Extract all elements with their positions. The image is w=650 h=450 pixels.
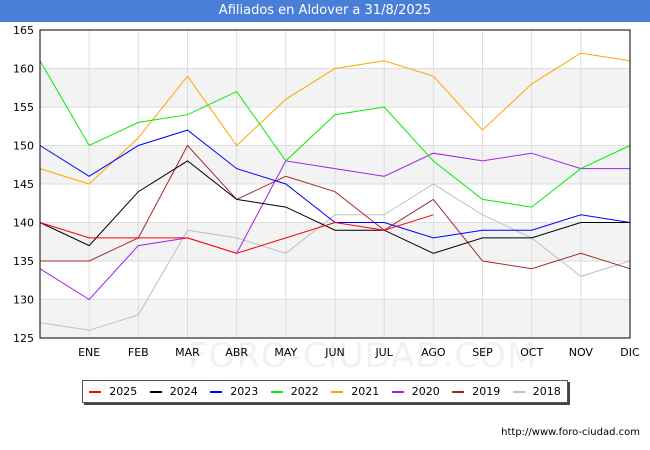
x-tick-label: JUN bbox=[324, 346, 345, 359]
legend-item-2020: 2020 bbox=[391, 385, 440, 398]
y-tick-label: 140 bbox=[13, 217, 34, 230]
legend-swatch bbox=[270, 390, 283, 393]
chart-title: Afiliados en Aldover a 31/8/2025 bbox=[0, 0, 650, 22]
legend-label: 2022 bbox=[290, 385, 319, 398]
legend-label: 2024 bbox=[169, 385, 198, 398]
y-tick-label: 125 bbox=[13, 332, 34, 345]
y-tick-label: 145 bbox=[13, 178, 34, 191]
x-tick-label: NOV bbox=[569, 346, 594, 359]
series-line-2021 bbox=[39, 52, 631, 185]
y-tick-label: 150 bbox=[13, 140, 34, 153]
legend-label: 2023 bbox=[230, 385, 259, 398]
watermark: FORO-CIUDAD.COM bbox=[188, 336, 538, 376]
legend-label: 2019 bbox=[472, 385, 501, 398]
x-tick-label: FEB bbox=[128, 346, 149, 359]
y-tick-label: 160 bbox=[13, 63, 34, 76]
x-tick-label: ENE bbox=[78, 346, 100, 359]
x-tick-label: ABR bbox=[225, 346, 248, 359]
legend-item-2025: 2025 bbox=[89, 385, 137, 398]
y-axis-labels: 125 130 135 140 145 150 155 160 165 bbox=[13, 24, 34, 345]
legend-item-2024: 2024 bbox=[149, 385, 198, 398]
series-lines bbox=[39, 52, 631, 331]
x-axis-labels: ENE FEB MAR ABR MAY JUN JUL AGO SEP OCT NOV DIC bbox=[78, 346, 640, 359]
series-line-2025 bbox=[39, 214, 434, 254]
legend-swatch bbox=[210, 390, 223, 393]
x-tick-label: SEP bbox=[472, 346, 493, 359]
legend-swatch bbox=[452, 390, 465, 393]
y-tick-label: 135 bbox=[13, 255, 34, 268]
series-line-2022 bbox=[39, 60, 631, 208]
series-line-2020 bbox=[39, 152, 630, 301]
legend-label: 2025 bbox=[109, 385, 138, 398]
legend-item-2021: 2021 bbox=[331, 385, 379, 398]
x-tick-label: MAR bbox=[175, 346, 200, 359]
x-tick-label: DIC bbox=[620, 346, 640, 359]
legend-item-2023: 2023 bbox=[210, 385, 258, 398]
y-tick-label: 130 bbox=[13, 294, 34, 307]
legend-label: 2020 bbox=[411, 385, 440, 398]
series-line-2024 bbox=[39, 160, 630, 254]
legend: 2025 2024 2023 2022 2021 2020 2019 2018 bbox=[82, 380, 568, 403]
legend-label: 2018 bbox=[532, 385, 561, 398]
legend-swatch bbox=[512, 390, 525, 393]
legend-label: 2021 bbox=[351, 385, 380, 398]
legend-swatch bbox=[331, 390, 344, 393]
legend-item-2022: 2022 bbox=[270, 385, 319, 398]
x-tick-label: AGO bbox=[421, 346, 446, 359]
plot-frame bbox=[39, 29, 631, 339]
legend-swatch bbox=[149, 390, 162, 393]
x-tick-label: JUL bbox=[374, 346, 393, 359]
y-tick-label: 155 bbox=[13, 101, 34, 114]
legend-swatch bbox=[89, 390, 102, 393]
legend-swatch bbox=[391, 390, 404, 393]
source-credit: http://www.foro-ciudad.com bbox=[501, 427, 640, 438]
x-tick-label: MAY bbox=[274, 346, 297, 359]
legend-item-2019: 2019 bbox=[452, 385, 500, 398]
legend-item-2018: 2018 bbox=[512, 385, 561, 398]
x-tick-label: OCT bbox=[520, 346, 543, 359]
y-tick-label: 165 bbox=[13, 24, 34, 37]
